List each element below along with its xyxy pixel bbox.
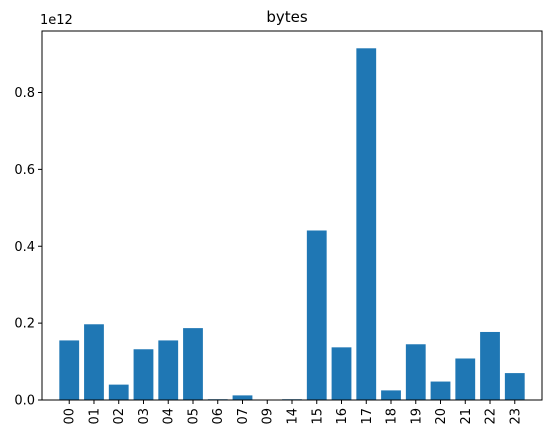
x-tick-label: 06 — [211, 408, 226, 425]
x-tick-label: 15 — [310, 408, 325, 425]
x-tick-label: 05 — [186, 408, 201, 425]
bar-23 — [504, 373, 525, 400]
bar-16 — [331, 347, 352, 400]
y-axis: 0.0 0.2 0.4 0.6 0.8 — [14, 86, 42, 409]
chart-title: bytes — [266, 8, 308, 26]
plot-frame — [41, 30, 543, 401]
x-tick-label: 23 — [508, 408, 523, 425]
bar-15 — [306, 230, 327, 400]
y-tick-label: 0.2 — [14, 317, 35, 332]
bar-07 — [232, 395, 253, 400]
x-tick-label: 03 — [137, 408, 152, 425]
bar-04 — [158, 340, 179, 400]
bar-03 — [133, 349, 154, 400]
x-tick-label: 07 — [236, 408, 251, 425]
x-tick-label: 01 — [87, 408, 102, 425]
y-tick-label: 0.4 — [14, 240, 35, 255]
bars-layer — [59, 48, 525, 400]
y-axis-offset-label: 1e12 — [40, 13, 73, 28]
x-tick-label: 21 — [459, 408, 474, 425]
x-tick-label: 16 — [335, 408, 350, 425]
x-tick-label: 04 — [162, 408, 177, 425]
x-tick-label: 19 — [409, 408, 424, 425]
y-tick-label: 0.0 — [14, 394, 35, 409]
bar-18 — [381, 390, 401, 400]
x-tick-label: 17 — [360, 408, 375, 425]
x-tick-label: 14 — [286, 408, 301, 425]
bar-17 — [356, 48, 377, 400]
y-tick-label: 0.8 — [14, 86, 35, 101]
bar-05 — [183, 328, 203, 400]
bar-00 — [59, 340, 80, 400]
x-tick-label: 18 — [385, 408, 400, 425]
x-tick-label: 02 — [112, 408, 127, 425]
x-axis: 00 01 02 03 04 05 06 07 09 14 15 16 17 18 19 20 21 22 23 — [63, 400, 523, 425]
x-tick-label: 22 — [484, 408, 499, 425]
bar-19 — [405, 344, 426, 400]
x-tick-label: 09 — [261, 408, 276, 425]
y-tick-label: 0.6 — [14, 163, 35, 178]
bar-20 — [430, 381, 451, 400]
bar-22 — [480, 331, 500, 400]
bar-01 — [84, 324, 104, 400]
bar-21 — [455, 358, 476, 400]
x-tick-label: 20 — [434, 408, 449, 425]
bar-02 — [108, 384, 129, 400]
x-tick-label: 00 — [63, 408, 78, 425]
